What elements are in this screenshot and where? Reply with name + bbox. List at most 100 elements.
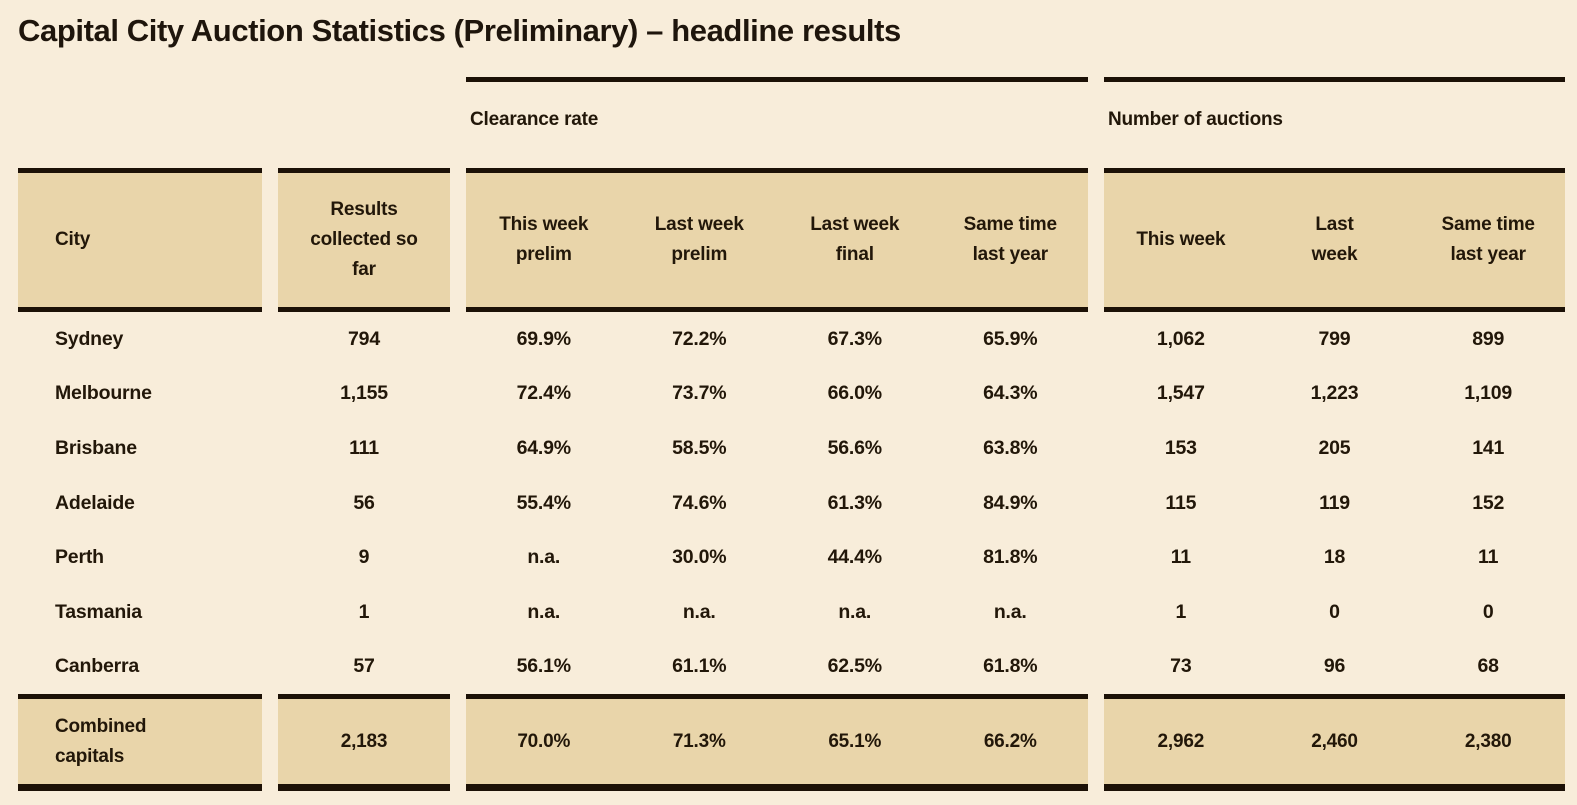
row-section-number-of-auctions: 115 119 152: [1104, 476, 1565, 531]
cell-auctions-last-week: 1,223: [1310, 382, 1359, 405]
column-header-city: City: [18, 168, 262, 312]
column-header-this-week-auctions: This week: [1136, 229, 1226, 250]
cell-clearance-same-time-last-year: 81.8%: [983, 546, 1038, 569]
cell-clearance-last-week-prelim: n.a.: [682, 600, 716, 623]
column-header-same-time-last-year-clearance: Same time last year: [963, 214, 1057, 265]
row-section-number-of-auctions: 153 205 141: [1104, 421, 1565, 476]
totals-results-collected: 2,183: [278, 694, 450, 792]
row-label-city: Sydney: [55, 327, 124, 350]
cell-clearance-last-week-final: 62.5%: [827, 655, 882, 678]
totals-same-time-last-year-clearance: 66.2%: [983, 730, 1037, 752]
column-header-last-week-auctions: Last week: [1311, 214, 1358, 265]
cell-auctions-same-time-last-year: 0: [1482, 600, 1494, 623]
column-group-header: Clearance rate Number of auctions: [18, 77, 1565, 168]
cell-auctions-this-week: 11: [1170, 546, 1191, 569]
cell-results-collected: 1: [358, 600, 370, 623]
cell-clearance-same-time-last-year: 84.9%: [983, 491, 1038, 514]
cell-auctions-same-time-last-year: 11: [1478, 546, 1499, 569]
cell-results-collected: 794: [348, 327, 380, 350]
table-row: Melbourne 1,155 72.4% 73.7% 66.0% 64.3% …: [18, 367, 1565, 422]
cell-clearance-this-week-prelim: 56.1%: [516, 655, 571, 678]
table-row: Sydney 794 69.9% 72.2% 67.3% 65.9% 1,062…: [18, 312, 1565, 367]
totals-label-combined-capitals: Combined capitals: [18, 694, 262, 792]
row-section-clearance-rate: 72.4% 73.7% 66.0% 64.3%: [466, 367, 1088, 422]
cell-auctions-last-week: 18: [1323, 546, 1346, 569]
cell-clearance-last-week-prelim: 30.0%: [672, 546, 727, 569]
cell-clearance-last-week-final: 61.3%: [827, 491, 882, 514]
row-section-clearance-rate: 64.9% 58.5% 56.6% 63.8%: [466, 421, 1088, 476]
cell-auctions-this-week: 1,062: [1156, 327, 1205, 350]
row-section-clearance-rate: n.a. n.a. n.a. n.a.: [466, 585, 1088, 640]
cell-auctions-same-time-last-year: 1,109: [1464, 382, 1513, 405]
cell-clearance-last-week-prelim: 72.2%: [672, 327, 727, 350]
group-spacer-city: [18, 77, 262, 168]
table-row: Perth 9 n.a. 30.0% 44.4% 81.8% 11 18 11: [18, 530, 1565, 585]
row-section-number-of-auctions: 1,062 799 899: [1104, 312, 1565, 367]
cell-clearance-last-week-final: 56.6%: [827, 436, 882, 459]
cell-auctions-same-time-last-year: 152: [1472, 491, 1505, 514]
group-clearance-rate: Clearance rate: [466, 77, 1088, 168]
cell-clearance-this-week-prelim: 55.4%: [516, 491, 571, 514]
cell-clearance-same-time-last-year: 64.3%: [983, 382, 1038, 405]
cell-auctions-last-week: 205: [1318, 436, 1351, 459]
cell-clearance-this-week-prelim: 69.9%: [516, 327, 571, 350]
row-section-clearance-rate: n.a. 30.0% 44.4% 81.8%: [466, 530, 1088, 585]
cell-results-collected: 9: [358, 546, 370, 569]
row-section-number-of-auctions: 1,547 1,223 1,109: [1104, 367, 1565, 422]
cell-clearance-last-week-prelim: 61.1%: [672, 655, 727, 678]
page-title: Capital City Auction Statistics (Prelimi…: [18, 13, 901, 48]
table-header-row: City Results collected so far This week …: [18, 168, 1565, 312]
cell-clearance-last-week-prelim: 58.5%: [672, 436, 727, 459]
row-section-number-of-auctions: 1 0 0: [1104, 585, 1565, 640]
cell-results-collected: 57: [353, 655, 375, 678]
totals-this-week-auctions: 2,962: [1157, 730, 1205, 752]
totals-section-number-of-auctions: 2,962 2,460 2,380: [1104, 694, 1565, 792]
table-row: Canberra 57 56.1% 61.1% 62.5% 61.8% 73 9…: [18, 640, 1565, 695]
row-label-city: Tasmania: [55, 600, 142, 623]
group-spacer-results: [278, 77, 450, 168]
cell-clearance-last-week-final: 67.3%: [827, 327, 882, 350]
totals-section-clearance-rate: 70.0% 71.3% 65.1% 66.2%: [466, 694, 1088, 792]
table-row: Adelaide 56 55.4% 74.6% 61.3% 84.9% 115 …: [18, 476, 1565, 531]
totals-same-time-last-year-auctions: 2,380: [1464, 730, 1512, 752]
table-row: Tasmania 1 n.a. n.a. n.a. n.a. 1 0 0: [18, 585, 1565, 640]
cell-clearance-last-week-prelim: 73.7%: [672, 382, 727, 405]
table-body: Sydney 794 69.9% 72.2% 67.3% 65.9% 1,062…: [18, 312, 1565, 694]
group-label-number-of-auctions: Number of auctions: [1108, 109, 1283, 130]
cell-clearance-same-time-last-year: 63.8%: [983, 436, 1038, 459]
cell-auctions-last-week: 0: [1329, 600, 1340, 623]
totals-last-week-prelim: 71.3%: [672, 730, 726, 752]
row-label-city: Brisbane: [55, 436, 137, 459]
cell-results-collected: 56: [353, 491, 375, 514]
cell-clearance-this-week-prelim: n.a.: [527, 546, 561, 569]
row-label-city: Adelaide: [55, 491, 135, 514]
column-header-same-time-last-year-auctions: Same time last year: [1441, 214, 1535, 265]
cell-auctions-same-time-last-year: 141: [1472, 436, 1505, 459]
row-section-clearance-rate: 56.1% 61.1% 62.5% 61.8%: [466, 640, 1088, 695]
cell-results-collected: 1,155: [340, 382, 388, 405]
cell-clearance-same-time-last-year: n.a.: [993, 600, 1027, 623]
row-section-number-of-auctions: 73 96 68: [1104, 640, 1565, 695]
totals-row: Combined capitals 2,183 70.0% 71.3% 65.1…: [18, 694, 1565, 792]
cell-auctions-this-week: 115: [1165, 491, 1197, 514]
cell-auctions-this-week: 73: [1170, 655, 1192, 678]
header-section-clearance-rate: This week prelim Last week prelim Last w…: [466, 168, 1088, 312]
column-header-results-collected: Results collected so far: [278, 168, 450, 312]
cell-clearance-same-time-last-year: 65.9%: [983, 327, 1038, 350]
totals-last-week-auctions: 2,460: [1311, 730, 1358, 752]
group-number-of-auctions: Number of auctions: [1104, 77, 1565, 168]
table-row: Brisbane 111 64.9% 58.5% 56.6% 63.8% 153…: [18, 421, 1565, 476]
cell-auctions-this-week: 153: [1164, 436, 1197, 459]
cell-auctions-last-week: 799: [1318, 327, 1351, 350]
row-section-clearance-rate: 55.4% 74.6% 61.3% 84.9%: [466, 476, 1088, 531]
totals-last-week-final: 65.1%: [828, 730, 882, 752]
column-header-this-week-prelim: This week prelim: [499, 214, 589, 265]
totals-this-week-prelim: 70.0%: [517, 730, 571, 752]
column-header-last-week-final: Last week final: [810, 214, 900, 265]
cell-auctions-this-week: 1: [1175, 600, 1187, 623]
cell-auctions-this-week: 1,547: [1156, 382, 1205, 405]
cell-clearance-last-week-prelim: 74.6%: [672, 491, 727, 514]
cell-auctions-same-time-last-year: 68: [1477, 655, 1499, 678]
row-section-clearance-rate: 69.9% 72.2% 67.3% 65.9%: [466, 312, 1088, 367]
